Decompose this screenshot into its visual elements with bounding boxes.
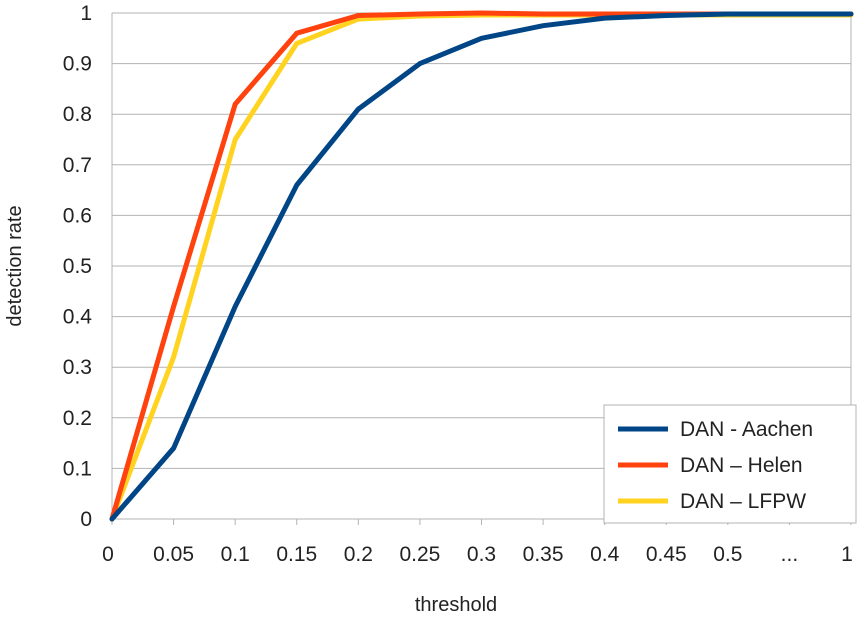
x-tick-label: 0.4 [590, 543, 620, 566]
legend: DAN - Aachen DAN – Helen DAN – LFPW [603, 404, 857, 524]
x-tick-label: ... [781, 543, 799, 566]
x-tick-label: 0.35 [523, 543, 564, 566]
y-tick-label: 0.8 [63, 103, 92, 126]
x-tick-label: 0.05 [153, 543, 194, 566]
y-tick-label: 0.4 [63, 306, 93, 329]
x-tick-label: 1 [841, 543, 853, 566]
y-tick-label: 0.9 [63, 53, 92, 76]
y-tick-label: 0.6 [63, 204, 92, 227]
y-tick-label: 0.5 [63, 255, 92, 278]
y-tick-label: 0.1 [63, 457, 92, 480]
y-tick-label: 0.3 [63, 356, 92, 379]
y-tick-label: 0.7 [63, 154, 92, 177]
x-tick-label: 0 [102, 543, 114, 566]
y-axis-title: detection rate [4, 205, 26, 326]
y-tick-label: 1 [80, 2, 92, 25]
legend-label-1: DAN – Helen [680, 454, 803, 477]
series-lines [109, 10, 854, 522]
series-line-0 [109, 11, 854, 522]
x-tick-label: 0.5 [713, 543, 742, 566]
legend-label-0: DAN - Aachen [680, 418, 813, 441]
x-tick-label: 0.25 [399, 543, 440, 566]
x-axis-title: threshold [415, 594, 497, 616]
x-tick-label: 0.15 [276, 543, 317, 566]
x-tick-labels: 0 0.05 0.1 0.15 0.2 0.25 0.3 0.35 0.4 0.45 0.5... 1 [102, 543, 853, 566]
gridlines [112, 12, 851, 520]
y-tick-label: 0 [80, 508, 92, 531]
y-tick-labels: 0 0.1 0.2 0.3 0.4 0.5 0.6 0.7 0.8 0.9 1 [63, 2, 93, 531]
y-tick-label: 0.2 [63, 407, 92, 430]
x-tick-label: 0.45 [646, 543, 687, 566]
x-tick-label: 0.2 [344, 543, 373, 566]
x-tick-label: 0.1 [221, 543, 250, 566]
legend-label-2: DAN – LFPW [680, 490, 806, 513]
x-tick-label: 0.3 [467, 543, 496, 566]
